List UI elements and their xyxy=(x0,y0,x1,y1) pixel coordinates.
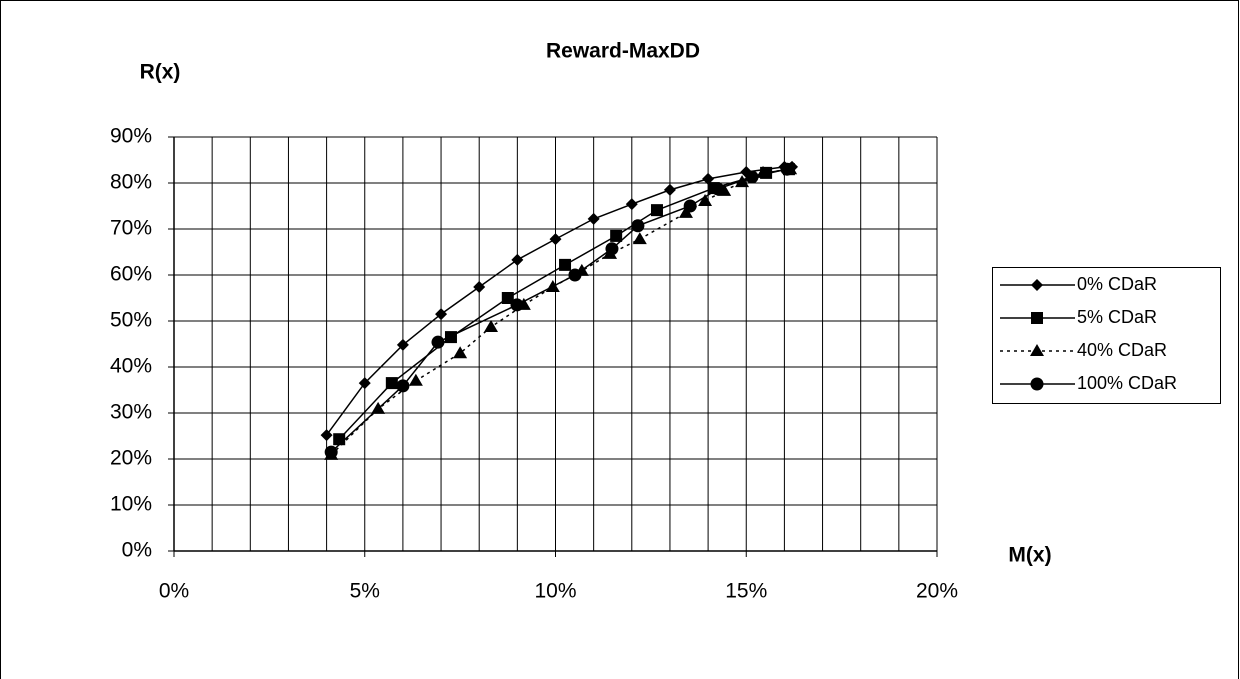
x-tick-label: 15% xyxy=(725,580,767,603)
marker xyxy=(385,377,398,390)
y-tick-label: 70% xyxy=(110,217,152,240)
y-tick-label: 60% xyxy=(110,263,152,286)
legend-label: 40% CDaR xyxy=(1077,340,1167,360)
marker xyxy=(444,331,457,344)
marker xyxy=(511,253,524,266)
marker xyxy=(510,298,524,312)
marker xyxy=(1031,312,1043,324)
marker xyxy=(631,219,645,233)
marker xyxy=(408,373,423,386)
marker xyxy=(587,212,600,225)
marker xyxy=(632,232,647,245)
marker xyxy=(702,172,715,185)
y-tick-label: 30% xyxy=(110,401,152,424)
series-line xyxy=(325,166,793,436)
legend-box xyxy=(992,267,1221,404)
marker xyxy=(549,233,562,246)
marker xyxy=(453,346,468,359)
legend-label: 100% CDaR xyxy=(1077,373,1177,393)
y-tick-label: 20% xyxy=(110,447,152,470)
marker xyxy=(610,229,623,242)
x-tick-label: 5% xyxy=(350,580,380,603)
y-axis-label: R(x) xyxy=(140,61,181,84)
marker xyxy=(663,183,676,196)
marker xyxy=(605,242,619,256)
marker xyxy=(698,193,713,206)
marker xyxy=(745,170,759,184)
legend-label: 0% CDaR xyxy=(1077,274,1157,294)
marker xyxy=(396,379,410,393)
x-axis-label: M(x) xyxy=(1008,544,1051,567)
marker xyxy=(559,258,572,271)
x-tick-label: 20% xyxy=(916,580,958,603)
marker xyxy=(396,338,409,351)
marker xyxy=(1031,279,1043,291)
x-tick-label: 0% xyxy=(159,580,189,603)
marker xyxy=(780,162,794,176)
marker xyxy=(711,182,725,196)
series-line xyxy=(330,168,791,456)
marker xyxy=(683,199,697,213)
marker xyxy=(473,280,486,293)
x-tick-label: 10% xyxy=(534,580,576,603)
marker xyxy=(678,205,693,218)
y-tick-label: 90% xyxy=(110,125,152,148)
marker xyxy=(484,319,499,332)
marker xyxy=(435,308,448,321)
marker xyxy=(1030,377,1044,391)
marker xyxy=(568,268,582,282)
marker xyxy=(358,377,371,390)
y-tick-label: 10% xyxy=(110,493,152,516)
chart-title: Reward-MaxDD xyxy=(546,40,700,63)
y-tick-label: 0% xyxy=(122,539,152,562)
y-tick-label: 80% xyxy=(110,171,152,194)
marker xyxy=(1030,344,1044,356)
marker xyxy=(324,445,338,459)
legend-label: 5% CDaR xyxy=(1077,307,1157,327)
y-tick-label: 40% xyxy=(110,355,152,378)
marker xyxy=(625,198,638,211)
y-tick-label: 50% xyxy=(110,309,152,332)
marker xyxy=(501,292,514,304)
marker xyxy=(650,204,663,217)
marker xyxy=(431,335,445,349)
marker xyxy=(320,429,333,442)
